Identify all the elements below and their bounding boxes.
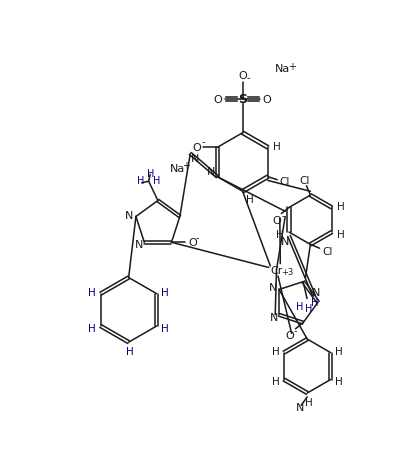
Text: -: - — [281, 211, 285, 221]
Text: Na: Na — [170, 164, 185, 174]
Text: Cl: Cl — [299, 175, 309, 185]
Text: H: H — [272, 346, 279, 356]
Text: H: H — [161, 323, 169, 333]
Text: -: - — [202, 137, 205, 147]
Text: +3: +3 — [281, 267, 293, 276]
Text: H: H — [137, 175, 145, 185]
Text: -: - — [246, 73, 250, 83]
Text: O: O — [188, 238, 197, 248]
Text: H: H — [88, 287, 96, 297]
Text: H: H — [337, 202, 345, 212]
Text: H: H — [311, 298, 318, 308]
Text: H: H — [276, 229, 283, 239]
Text: N: N — [135, 239, 143, 249]
Text: O: O — [193, 142, 202, 152]
Text: H: H — [335, 376, 343, 386]
Text: H: H — [272, 376, 279, 386]
Text: H: H — [153, 175, 160, 185]
Text: +: + — [182, 161, 190, 171]
Text: Cl: Cl — [322, 246, 333, 256]
Text: -: - — [294, 325, 297, 336]
Text: N: N — [125, 211, 133, 220]
Text: Cr: Cr — [270, 265, 283, 275]
Text: H: H — [161, 287, 169, 297]
Text: N: N — [295, 402, 304, 412]
Text: H: H — [246, 195, 254, 205]
Text: N: N — [269, 283, 277, 292]
Text: O: O — [272, 215, 281, 225]
Text: H: H — [126, 347, 134, 357]
Text: Cl: Cl — [280, 177, 290, 187]
Text: S: S — [238, 93, 247, 106]
Text: +: + — [288, 62, 296, 72]
Text: N: N — [191, 154, 199, 164]
Text: N: N — [269, 313, 278, 322]
Text: H: H — [296, 302, 303, 312]
Text: H: H — [335, 346, 343, 356]
Text: -: - — [196, 232, 199, 242]
Text: H: H — [337, 229, 345, 239]
Text: O: O — [285, 330, 294, 340]
Text: H: H — [88, 323, 96, 333]
Text: N: N — [207, 167, 215, 177]
Text: O: O — [213, 95, 222, 105]
Text: H: H — [273, 141, 280, 151]
Text: H: H — [305, 303, 312, 313]
Text: O: O — [263, 95, 272, 105]
Text: N: N — [312, 287, 321, 297]
Text: H: H — [305, 397, 313, 407]
Text: N: N — [281, 237, 289, 247]
Text: O: O — [238, 71, 247, 81]
Text: H: H — [147, 168, 154, 179]
Text: Na: Na — [275, 64, 290, 74]
